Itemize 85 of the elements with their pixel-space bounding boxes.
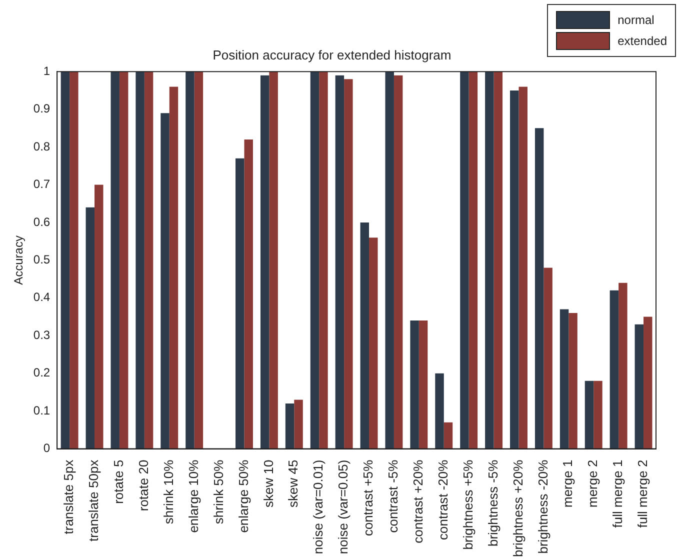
x-tick-label: shrink 50% xyxy=(210,459,226,524)
bar xyxy=(644,316,652,449)
bar xyxy=(610,290,619,449)
bar xyxy=(360,222,370,449)
bar xyxy=(86,207,95,449)
bar xyxy=(485,72,494,449)
bar xyxy=(136,72,144,449)
bar xyxy=(60,72,70,449)
bar xyxy=(260,75,270,449)
x-tick-label: rotate 5 xyxy=(111,460,126,504)
x-tick-label: brightness -5% xyxy=(485,459,500,547)
x-tick-label: noise (var=0.01) xyxy=(310,460,326,554)
x-tick-label: shrink 10% xyxy=(160,459,176,524)
y-tick-label: 0.2 xyxy=(33,366,50,380)
bar xyxy=(319,72,328,449)
bar xyxy=(310,72,320,449)
y-tick-label: 0.5 xyxy=(33,252,50,267)
bar xyxy=(369,238,378,449)
bar xyxy=(110,72,120,449)
x-tick-label: enlarge 10% xyxy=(186,459,201,533)
chart-title: Position accuracy for extended histogram xyxy=(212,47,452,62)
bar xyxy=(518,86,528,449)
bar xyxy=(385,72,394,449)
x-tick-label: translate 5px xyxy=(61,459,76,534)
x-tick-label: full merge 1 xyxy=(610,460,626,528)
bar xyxy=(418,320,428,449)
bar xyxy=(468,72,478,449)
bar xyxy=(394,75,403,449)
bar xyxy=(269,72,278,449)
x-tick-label: brightness +20% xyxy=(510,459,526,557)
bar xyxy=(435,373,444,449)
y-tick-label: 0.1 xyxy=(33,403,50,418)
bar xyxy=(634,324,644,449)
bar xyxy=(236,158,244,449)
bar xyxy=(119,72,128,449)
y-tick-label: 0.8 xyxy=(33,139,50,154)
bar xyxy=(510,90,519,449)
bar xyxy=(194,72,204,449)
bar xyxy=(568,313,578,449)
x-tick-label: contrast -20% xyxy=(435,459,450,540)
y-tick-label: 0.4 xyxy=(33,290,50,304)
bar xyxy=(344,79,353,449)
bar xyxy=(160,113,170,449)
bar xyxy=(494,72,503,449)
bar xyxy=(534,128,544,449)
y-axis-title: Accuracy xyxy=(12,236,26,285)
bar xyxy=(186,72,194,449)
bar xyxy=(294,400,303,449)
x-tick-label: brightness -20% xyxy=(535,459,550,554)
bar xyxy=(285,404,294,449)
y-tick-label: 0.9 xyxy=(33,102,50,116)
bar xyxy=(560,309,569,449)
bar xyxy=(460,72,469,449)
y-tick-label: 0.7 xyxy=(33,177,50,192)
x-tick-label: contrast +5% xyxy=(360,459,376,536)
x-tick-label: enlarge 50% xyxy=(236,459,251,533)
x-tick-label: rotate 20 xyxy=(136,460,151,512)
x-tick-label: translate 50px xyxy=(86,459,102,542)
legend-label: extended xyxy=(618,34,667,48)
y-tick-label: 0.3 xyxy=(33,328,50,342)
x-tick-label: contrast -5% xyxy=(386,459,401,533)
bar xyxy=(70,72,78,449)
bar xyxy=(444,422,453,449)
x-tick-label: skew 10 xyxy=(260,460,276,508)
x-tick-label: merge 1 xyxy=(560,460,576,508)
bar xyxy=(169,86,178,449)
bar xyxy=(335,75,344,449)
x-tick-label: full merge 2 xyxy=(635,460,650,528)
x-tick-label: brightness +5% xyxy=(460,459,476,550)
bar xyxy=(584,380,594,449)
bar xyxy=(594,380,602,449)
y-tick-label: 1 xyxy=(43,64,50,78)
x-tick-label: contrast +20% xyxy=(410,459,426,544)
bar xyxy=(618,282,628,449)
x-tick-label: noise (var=0.05) xyxy=(336,460,351,554)
bar xyxy=(94,184,104,449)
y-tick-label: 0.6 xyxy=(33,214,50,229)
x-tick-label: skew 45 xyxy=(286,460,301,508)
bar xyxy=(244,139,253,449)
bar xyxy=(410,320,419,449)
legend-label: normal xyxy=(618,13,654,27)
bar xyxy=(144,72,154,449)
x-tick-label: merge 2 xyxy=(585,460,600,508)
bar xyxy=(544,268,552,449)
y-tick-label: 0 xyxy=(43,441,50,456)
